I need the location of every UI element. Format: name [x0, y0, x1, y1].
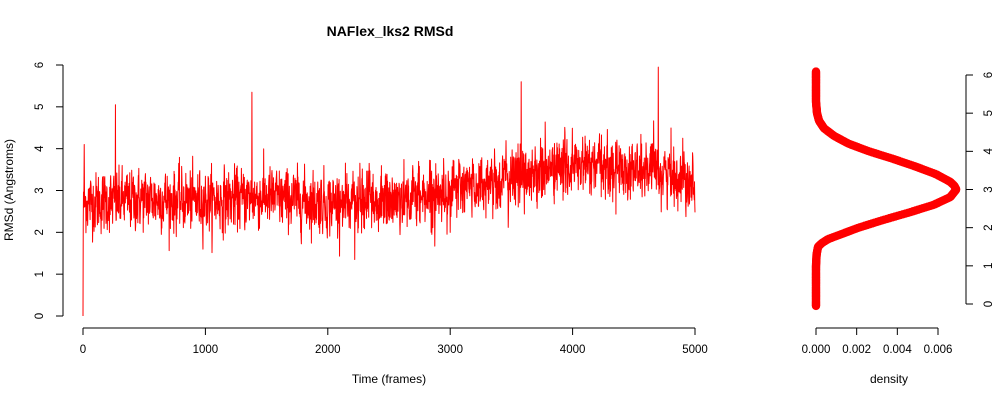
y-tick-label: 0	[34, 313, 46, 319]
x-tick-label: 3000	[437, 344, 463, 356]
y-tick-label: 1	[34, 271, 46, 277]
density-y-tick-label: 0	[983, 301, 995, 307]
y-tick-label: 6	[34, 62, 46, 68]
density-panel: 0.000 0.002 0.004 0.006 0 1 2 3 4 5 6 density	[802, 67, 995, 386]
y-tick-label: 5	[34, 104, 46, 110]
density-y-axis-ticks: 0 1 2 3 4 5 6	[966, 72, 995, 307]
x-tick-label: 5000	[682, 344, 708, 356]
x-axis-title: Time (frames)	[352, 372, 426, 386]
density-points	[811, 67, 961, 311]
x-axis-ticks: 0 1000 2000 3000 4000 5000	[80, 328, 708, 356]
rmsd-series-line	[82, 66, 696, 317]
time-series-panel: 0 1000 2000 3000 4000 5000 0 1 2 3 4 5 6 Time (fram…	[2, 62, 708, 386]
x-tick-label: 1000	[193, 344, 219, 356]
density-x-tick-label: 0.006	[924, 344, 953, 356]
y-axis-ticks: 0 1 2 3 4 5 6	[34, 62, 63, 319]
density-x-tick-label: 0.000	[802, 344, 831, 356]
density-y-tick-label: 4	[983, 148, 995, 155]
density-x-tick-label: 0.002	[842, 344, 871, 356]
density-point	[811, 67, 821, 76]
density-x-axis-title: density	[870, 372, 908, 386]
y-tick-label: 2	[34, 229, 46, 235]
density-x-tick-label: 0.004	[883, 344, 912, 356]
y-axis-title: RMSd (Angstroms)	[2, 139, 16, 241]
x-tick-label: 0	[80, 344, 86, 356]
y-tick-label: 4	[34, 145, 46, 152]
density-y-tick-label: 1	[983, 263, 995, 269]
density-x-axis-ticks: 0.000 0.002 0.004 0.006	[802, 328, 953, 356]
density-y-tick-label: 5	[983, 110, 995, 116]
density-y-tick-label: 3	[983, 186, 995, 192]
x-tick-label: 4000	[560, 344, 586, 356]
x-tick-label: 2000	[315, 344, 341, 356]
y-tick-label: 3	[34, 187, 46, 193]
density-y-tick-label: 2	[983, 224, 995, 230]
chart-title: NAFlex_lks2 RMSd	[327, 23, 454, 39]
density-y-tick-label: 6	[983, 72, 995, 78]
